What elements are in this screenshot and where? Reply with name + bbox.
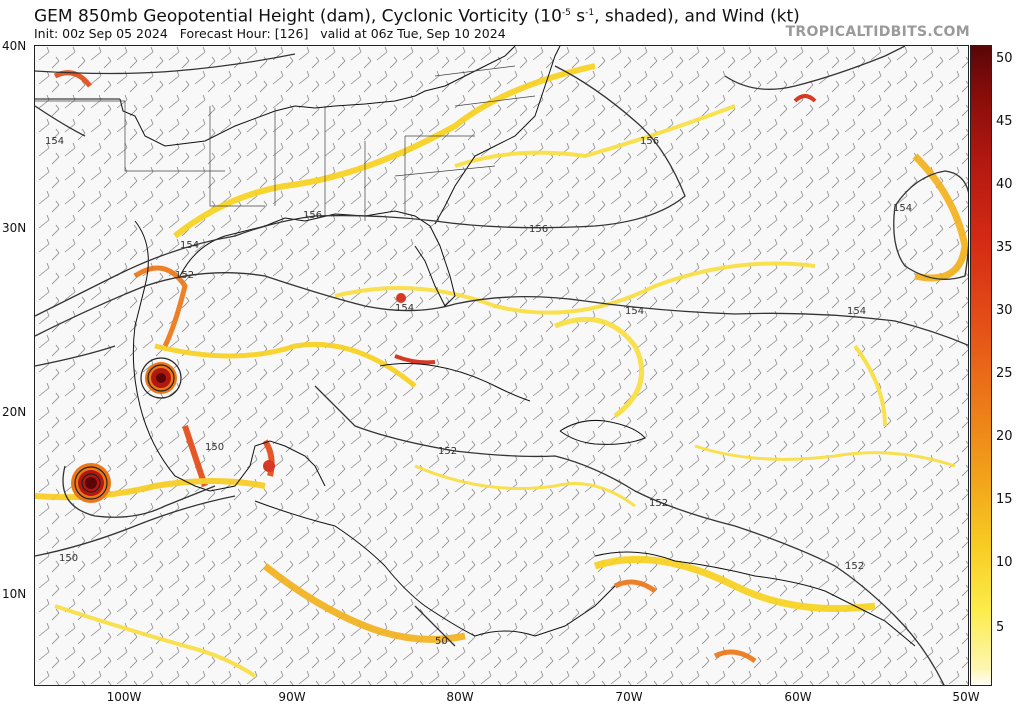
vorticity-swath	[554, 316, 645, 418]
contour-label: 154	[625, 306, 644, 317]
colorbar-label: 15	[996, 492, 1013, 507]
contour-label: 150	[59, 553, 78, 564]
vorticity-swath	[613, 579, 657, 594]
vorticity-swath	[173, 63, 596, 239]
contour-label: 154	[893, 203, 912, 214]
contour-label: 156	[303, 210, 322, 221]
vorticity-swath	[262, 439, 275, 477]
vorticity-swath	[593, 555, 876, 612]
contour-label: 152	[175, 270, 194, 281]
vorticity-swath	[853, 344, 887, 427]
contour-label: 152	[438, 446, 457, 457]
vorticity-swath	[334, 261, 816, 315]
vorticity-swath	[133, 265, 188, 348]
storm-center-gulf	[140, 357, 182, 399]
colorbar-label: 40	[996, 177, 1013, 192]
vorticity-swath	[394, 354, 436, 365]
vorticity-swath	[793, 94, 817, 103]
colorbar-label: 50	[996, 51, 1013, 66]
contour-label: 154	[180, 240, 199, 251]
colorbar-label: 45	[996, 114, 1013, 129]
vorticity-swath	[454, 104, 736, 168]
map-panel[interactable]: 154 156 156 154 152 156 154 154 154 154 …	[34, 45, 969, 686]
forecast-hour: Forecast Hour: [126]	[179, 26, 309, 41]
chart-subtitle: Init: 00z Sep 05 2024 Forecast Hour: [12…	[34, 26, 506, 41]
contour-label: 154	[45, 136, 64, 147]
colorbar-label: 20	[996, 429, 1013, 444]
contour-labels: 154 156 156 154 152 156 154 154 154 154 …	[45, 136, 912, 647]
lat-label-10n: 10N	[2, 587, 27, 601]
valid-time: valid at 06z Tue, Sep 10 2024	[320, 26, 506, 41]
colorbar-label: 10	[996, 555, 1013, 570]
wind-barbs	[35, 46, 968, 685]
lon-label-60w: 60W	[784, 690, 812, 704]
lat-label-40n: 40N	[2, 39, 27, 53]
vorticity-swath	[694, 444, 956, 468]
storm-center-pacific	[71, 463, 111, 503]
init-time: Init: 00z Sep 05 2024	[34, 26, 168, 41]
vorticity-swath	[154, 341, 417, 388]
lat-label-20n: 20N	[2, 405, 27, 419]
colorbar	[970, 45, 992, 686]
lon-label-90w: 90W	[278, 690, 306, 704]
vorticity-swath	[262, 563, 466, 643]
vorticity-swath	[54, 604, 257, 678]
colorbar-gradient	[971, 46, 991, 685]
contour-label: 152	[845, 561, 864, 572]
state-borders	[35, 65, 536, 221]
vorticity-swath	[414, 464, 636, 508]
lon-label-70w: 70W	[615, 690, 643, 704]
colorbar-label: 35	[996, 240, 1013, 255]
map-svg: 154 156 156 154 152 156 154 154 154 154 …	[35, 46, 968, 685]
colorbar-label: 30	[996, 303, 1013, 318]
chart-title: GEM 850mb Geopotential Height (dam), Cyc…	[34, 6, 800, 27]
colorbar-label: 5	[996, 620, 1005, 635]
lon-label-50w: 50W	[952, 690, 980, 704]
colorbar-label: 25	[996, 366, 1013, 381]
lat-label-30n: 30N	[2, 221, 27, 235]
contour-label: 156	[640, 136, 659, 147]
vorticity-swath	[35, 478, 266, 501]
contour-label: 50	[435, 636, 448, 647]
lon-label-100w: 100W	[106, 690, 142, 704]
vorticity-max	[263, 460, 275, 472]
vorticity-swath	[713, 649, 757, 664]
contour-label: 154	[395, 303, 414, 314]
lon-label-80w: 80W	[446, 690, 474, 704]
contour-label: 156	[529, 224, 548, 235]
height-contours	[35, 46, 968, 685]
contour-label: 154	[847, 306, 866, 317]
vorticity-max	[396, 293, 406, 303]
vorticity-swath	[912, 153, 968, 282]
vorticity-shading	[35, 63, 968, 678]
site-credit: TROPICALTIDBITS.COM	[785, 24, 970, 40]
contour-label: 150	[205, 442, 224, 453]
contour-label: 152	[649, 498, 668, 509]
